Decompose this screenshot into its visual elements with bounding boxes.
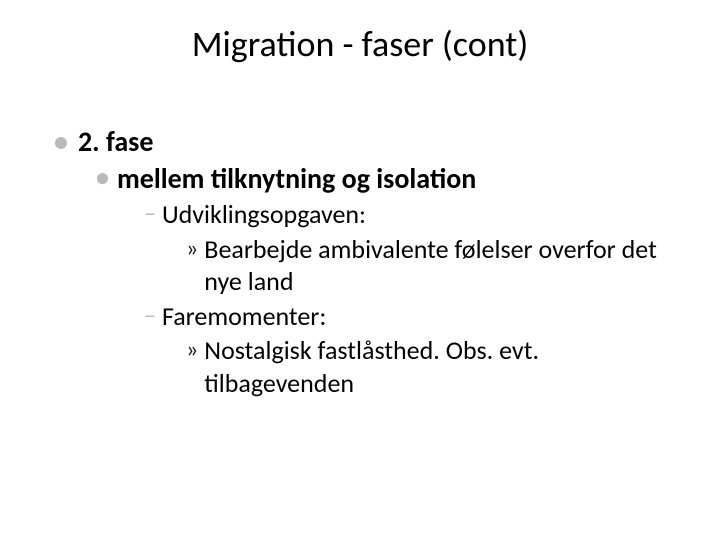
dot-icon: • — [96, 161, 109, 195]
dash-icon: – — [144, 198, 156, 229]
raquo-icon: » — [186, 233, 198, 264]
bullet-text: mellem tilknytning og isolation — [117, 161, 476, 196]
bullet-text: 2. fase — [78, 124, 154, 159]
bullet-level-3: – Udviklingsopgaven: — [144, 198, 680, 231]
bullet-text: Bearbejde ambivalente følelser overfor d… — [204, 233, 680, 298]
slide-title: Migration - faser (cont) — [0, 0, 720, 76]
dash-icon: – — [144, 300, 156, 331]
dot-icon: • — [54, 124, 68, 159]
bullet-text: Nostalgisk fastlåsthed. Obs. evt. tilbag… — [204, 334, 680, 399]
bullet-level-4: » Bearbejde ambivalente følelser overfor… — [186, 233, 680, 298]
slide: Migration - faser (cont) • 2. fase • mel… — [0, 0, 720, 540]
raquo-icon: » — [186, 334, 198, 365]
bullet-level-2: • mellem tilknytning og isolation — [96, 161, 680, 196]
bullet-level-4: » Nostalgisk fastlåsthed. Obs. evt. tilb… — [186, 334, 680, 399]
bullet-text: Udviklingsopgaven: — [162, 198, 366, 231]
slide-content: • 2. fase • mellem tilknytning og isolat… — [0, 76, 720, 399]
bullet-text: Faremomenter: — [162, 300, 326, 333]
bullet-level-3: – Faremomenter: — [144, 300, 680, 333]
bullet-level-1: • 2. fase — [54, 124, 680, 159]
